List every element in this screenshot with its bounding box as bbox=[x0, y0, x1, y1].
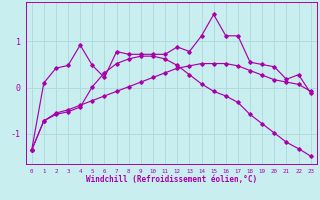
X-axis label: Windchill (Refroidissement éolien,°C): Windchill (Refroidissement éolien,°C) bbox=[86, 175, 257, 184]
